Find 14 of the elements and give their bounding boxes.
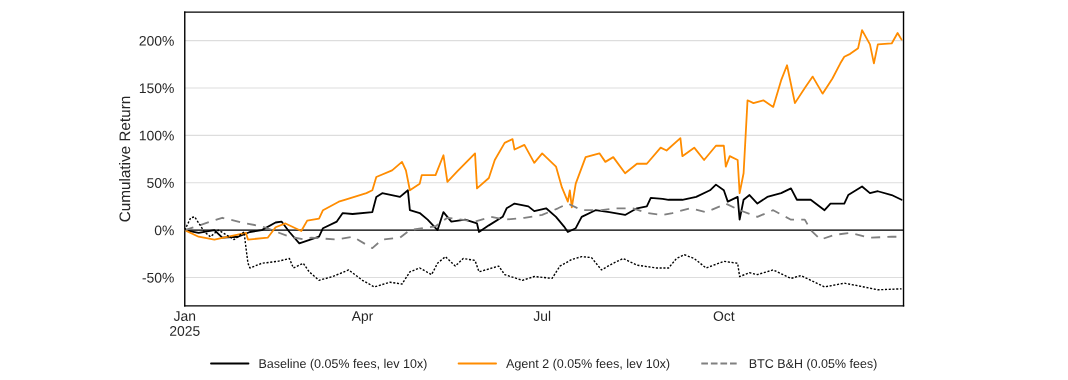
y-axis-title: Cumulative Return xyxy=(119,96,131,222)
legend-label: BTC B&H (0.05% fees) xyxy=(749,358,877,371)
y-tick-label: 50% xyxy=(147,178,174,188)
x-tick-label: Jul xyxy=(533,310,551,321)
x-tick-label: Apr xyxy=(351,311,374,324)
x-tick-label: Oct xyxy=(713,311,735,321)
y-tick-label: 0% xyxy=(154,225,174,236)
legend-label: Baseline (0.05% fees, lev 10x) xyxy=(259,358,427,371)
y-tick-label: 150% xyxy=(139,83,174,94)
x-tick-label: Jan 2025 xyxy=(170,311,200,336)
y-tick-label: -50% xyxy=(142,272,174,283)
legend-label: Agent 2 (0.05% fees, lev 10x) xyxy=(506,358,670,371)
y-tick-label: 200% xyxy=(139,35,174,46)
y-tick-label: 100% xyxy=(139,130,174,141)
